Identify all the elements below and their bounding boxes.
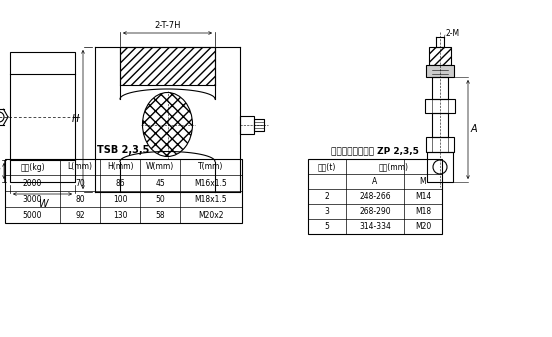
- Bar: [10, 52, 75, 182]
- Text: 5: 5: [325, 222, 330, 231]
- Text: 2: 2: [325, 192, 330, 201]
- Bar: [425, 99, 455, 113]
- Bar: [120, 47, 215, 85]
- Text: 3: 3: [325, 207, 330, 216]
- Text: 100: 100: [113, 194, 128, 204]
- Bar: [240, 116, 254, 133]
- Text: M20x2: M20x2: [198, 211, 224, 219]
- Text: 70: 70: [75, 179, 85, 187]
- Text: L(mm): L(mm): [67, 162, 93, 172]
- Text: 容量(kg): 容量(kg): [20, 162, 45, 172]
- Bar: [5, 159, 242, 223]
- Text: 2-M: 2-M: [445, 30, 459, 38]
- Text: H(mm): H(mm): [107, 162, 133, 172]
- Bar: [429, 47, 451, 65]
- Text: 314-334: 314-334: [359, 222, 391, 231]
- Text: 92: 92: [75, 211, 85, 219]
- Text: B: B: [0, 166, 1, 176]
- Text: T(mm): T(mm): [198, 162, 224, 172]
- Text: W: W: [38, 199, 47, 209]
- Text: 2000: 2000: [23, 179, 42, 187]
- Text: 5000: 5000: [23, 211, 43, 219]
- Text: 130: 130: [113, 211, 128, 219]
- Bar: [427, 152, 453, 182]
- Text: 268-290: 268-290: [359, 207, 391, 216]
- Text: M18x1.5: M18x1.5: [195, 194, 227, 204]
- Bar: [426, 65, 454, 77]
- Text: H: H: [72, 115, 79, 124]
- Text: M16x1.5: M16x1.5: [195, 179, 227, 187]
- Text: 50: 50: [155, 194, 165, 204]
- Text: 86: 86: [115, 179, 125, 187]
- Text: 248-266: 248-266: [359, 192, 391, 201]
- Bar: [254, 119, 264, 130]
- Text: M20: M20: [415, 222, 431, 231]
- Text: TSB 2,3,5: TSB 2,3,5: [97, 145, 150, 155]
- Text: W(mm): W(mm): [146, 162, 174, 172]
- Text: M18: M18: [415, 207, 431, 216]
- Text: 80: 80: [75, 194, 85, 204]
- Text: M: M: [420, 177, 426, 186]
- Text: A: A: [373, 177, 378, 186]
- Text: 关节轴承式连接件 ZP 2,3,5: 关节轴承式连接件 ZP 2,3,5: [331, 146, 419, 155]
- Text: 尺寸(mm): 尺寸(mm): [379, 162, 409, 171]
- Text: 45: 45: [155, 179, 165, 187]
- Bar: [426, 137, 454, 152]
- Text: 58: 58: [155, 211, 165, 219]
- Ellipse shape: [142, 92, 193, 156]
- Text: 容量(t): 容量(t): [318, 162, 336, 171]
- Bar: [308, 159, 442, 234]
- Bar: [432, 113, 448, 137]
- Text: 2-T-7H: 2-T-7H: [154, 21, 181, 30]
- Bar: [432, 77, 448, 99]
- Text: M14: M14: [415, 192, 431, 201]
- Text: A: A: [471, 124, 477, 134]
- Text: 3000: 3000: [23, 194, 43, 204]
